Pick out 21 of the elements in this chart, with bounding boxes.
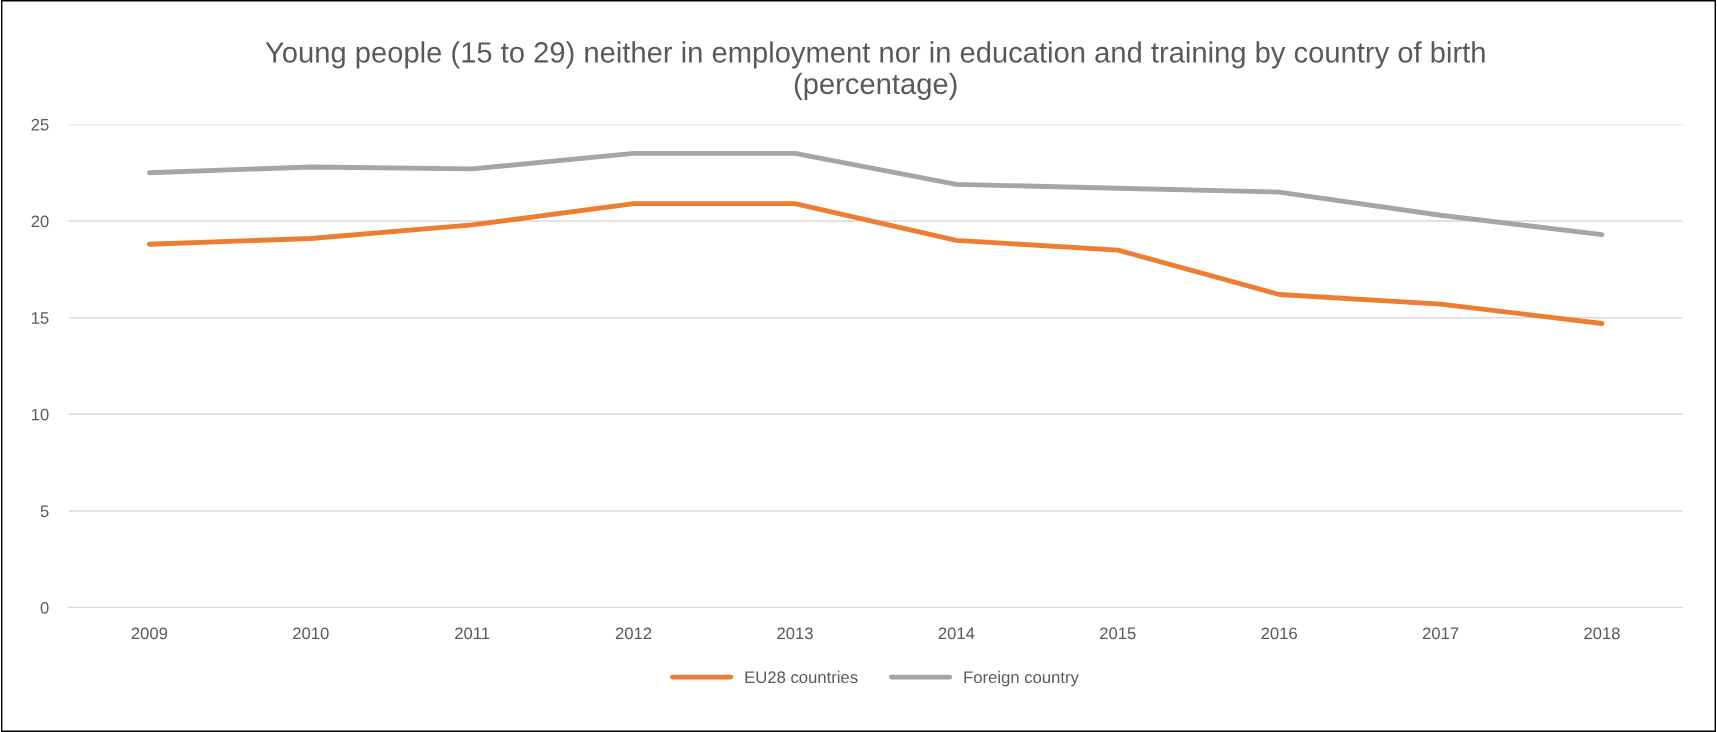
- x-tick-label: 2016: [1261, 627, 1297, 640]
- x-tick-label: 2011: [455, 627, 490, 640]
- x-tick-label: 2015: [1100, 627, 1136, 640]
- y-tick-label: 5: [40, 505, 49, 518]
- x-tick-label: 2018: [1584, 627, 1620, 640]
- x-tick-label: 2013: [777, 627, 813, 640]
- line-series: [146, 151, 1605, 238]
- y-tick-label: 25: [31, 118, 49, 131]
- x-tick-label: 2010: [293, 627, 329, 640]
- y-tick-label: 0: [40, 601, 49, 614]
- x-tick-label: 2012: [615, 627, 652, 640]
- x-tick-label: 2014: [938, 627, 975, 640]
- y-tick-label: 15: [31, 312, 49, 324]
- x-tick-label: 2009: [131, 627, 168, 640]
- y-tick-label: 20: [31, 215, 49, 228]
- legend-label: EU28 countries: [745, 670, 858, 684]
- legend-label: Foreign country: [964, 670, 1079, 687]
- x-tick-label: 2017: [1422, 627, 1459, 640]
- line-series: [146, 201, 1605, 326]
- y-tick-label: 10: [31, 408, 49, 421]
- chart-title: Young people (15 to 29) neither in employment nor in education and training by country of birth (percentage): [265, 41, 1485, 100]
